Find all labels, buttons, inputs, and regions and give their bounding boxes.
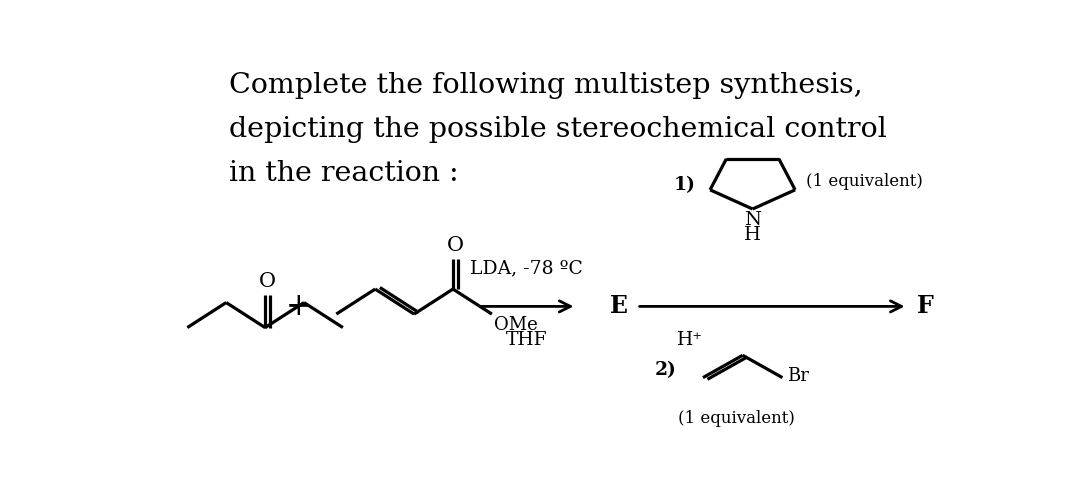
Text: E: E bbox=[610, 294, 628, 318]
Text: (1 equivalent): (1 equivalent) bbox=[677, 410, 795, 428]
Text: OMe: OMe bbox=[494, 316, 538, 334]
Text: +: + bbox=[286, 291, 312, 322]
Text: O: O bbox=[260, 272, 277, 291]
Text: F: F bbox=[917, 294, 934, 318]
Text: Br: Br bbox=[786, 366, 808, 384]
Text: Complete the following multistep synthesis,: Complete the following multistep synthes… bbox=[229, 72, 862, 99]
Text: H⁺: H⁺ bbox=[677, 332, 704, 349]
Text: depicting the possible stereochemical control: depicting the possible stereochemical co… bbox=[229, 116, 886, 143]
Text: N: N bbox=[744, 211, 761, 229]
Text: 1): 1) bbox=[674, 176, 696, 194]
Text: in the reaction :: in the reaction : bbox=[229, 160, 458, 187]
Text: 2): 2) bbox=[655, 361, 676, 379]
Text: (1 equivalent): (1 equivalent) bbox=[805, 173, 923, 190]
Text: O: O bbox=[447, 236, 464, 255]
Text: THF: THF bbox=[506, 332, 548, 349]
Text: H: H bbox=[744, 226, 761, 244]
Text: LDA, -78 ºC: LDA, -78 ºC bbox=[470, 260, 583, 278]
